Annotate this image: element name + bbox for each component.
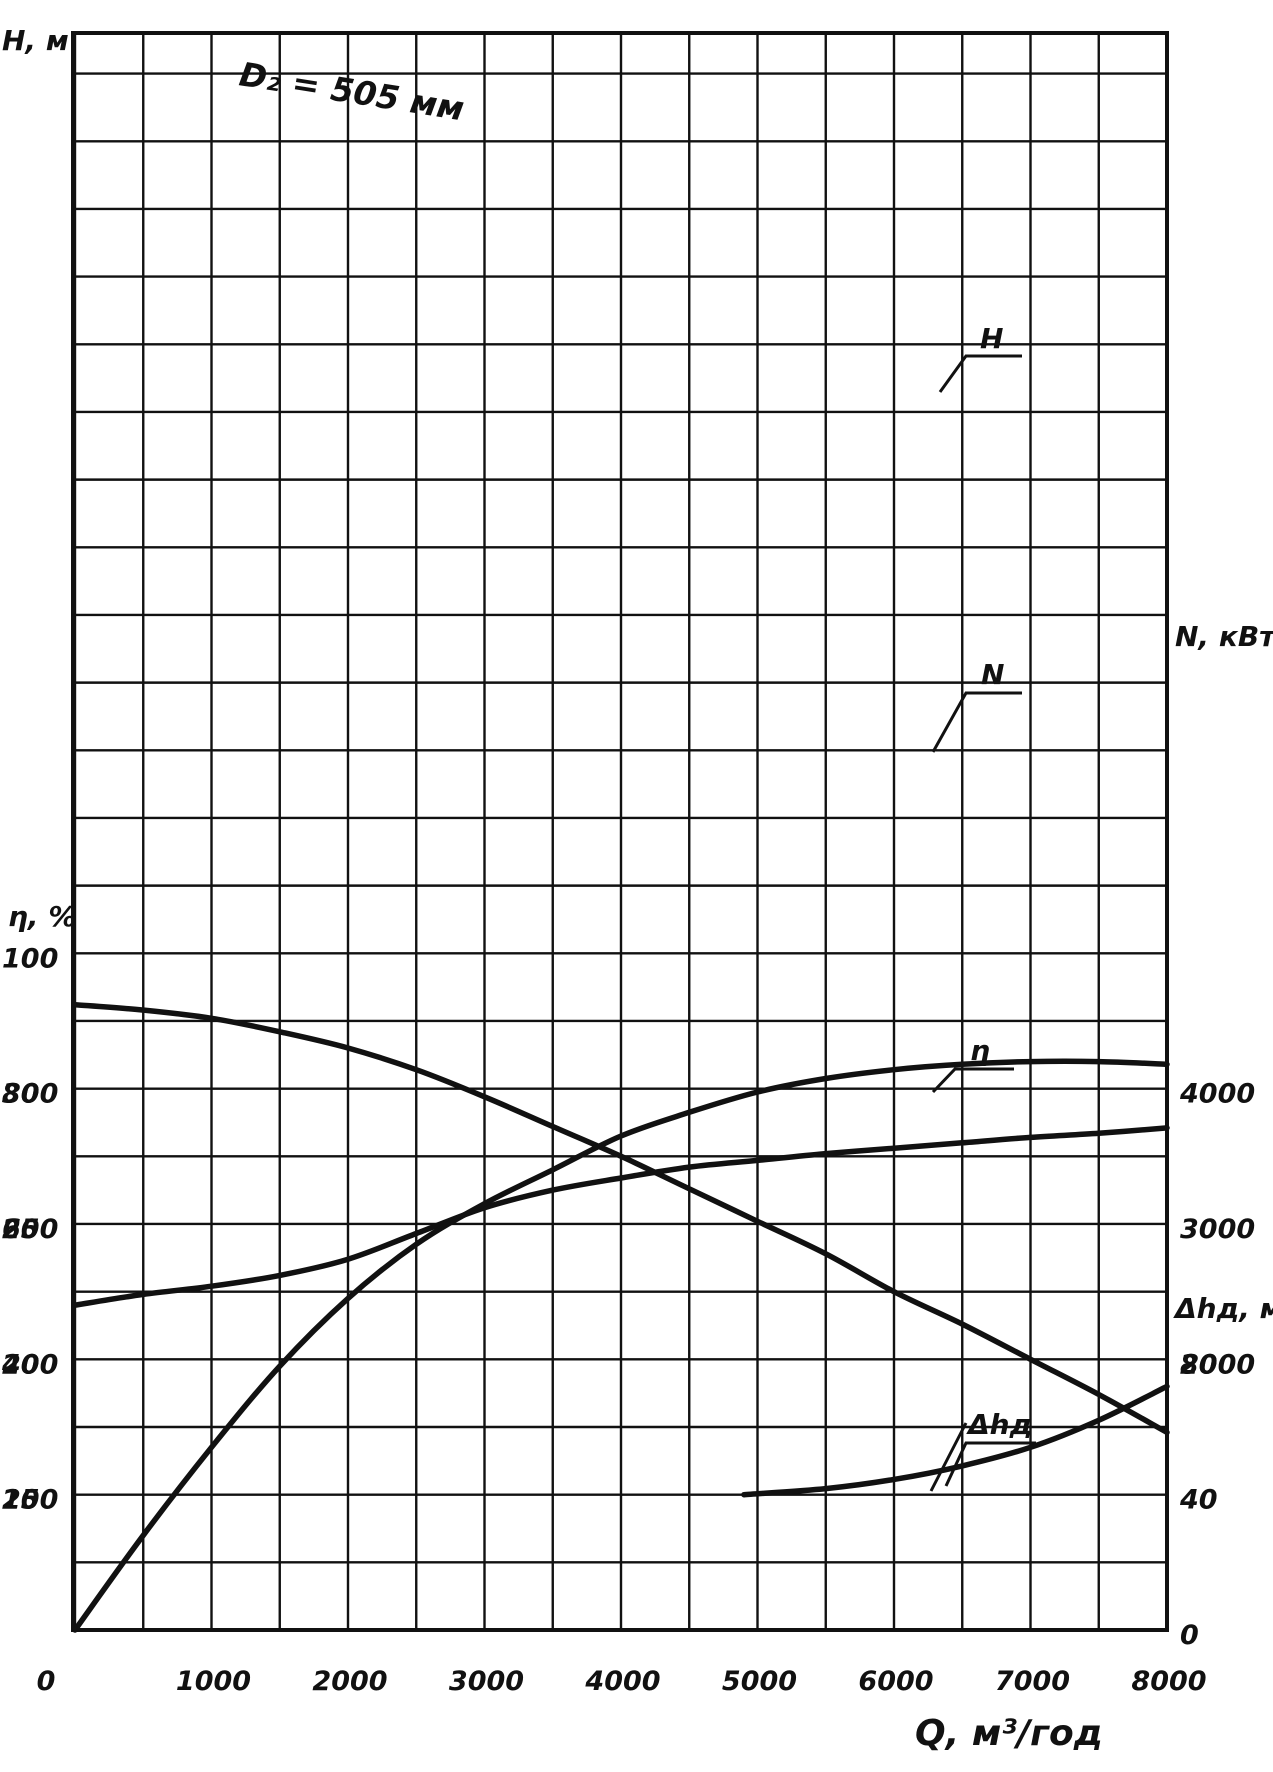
h-tick-label: 250 bbox=[2, 1214, 58, 1245]
eta-curve bbox=[72, 1058, 1170, 1633]
h-series-label: H bbox=[980, 322, 1003, 355]
eta-tick-label: 20 bbox=[2, 1485, 40, 1516]
eta-tick-label: 60 bbox=[2, 1214, 40, 1245]
d2-curve-label: D₂ = 505 мм bbox=[237, 54, 467, 128]
dh-tick-label: 0 bbox=[1180, 1620, 1199, 1651]
eta-tick-label: 40 bbox=[1, 1349, 40, 1380]
tick-labels: 0 1000 2000 3000 4000 5000 6000 7000 80001502002… bbox=[1, 943, 1255, 1697]
n-label-leader bbox=[931, 691, 1022, 753]
x-axis-title: Q, м³/год bbox=[915, 1713, 1103, 1754]
n-axis-title: N, кВт bbox=[1175, 620, 1273, 653]
x-tick-label: 5000 bbox=[722, 1666, 797, 1697]
x-tick-label: 2000 bbox=[312, 1666, 387, 1697]
grid bbox=[73, 33, 1169, 1630]
dh-curve bbox=[741, 1383, 1170, 1498]
n-series-label: N bbox=[981, 658, 1004, 691]
h-axis-title: H, м bbox=[2, 24, 69, 57]
h-curve bbox=[72, 1001, 1170, 1436]
plot-frame bbox=[71, 31, 1169, 1632]
n-tick-label: 3000 bbox=[1180, 1214, 1255, 1245]
h-tick-label: 300 bbox=[2, 1079, 58, 1110]
eta-tick-label: 100 bbox=[2, 943, 58, 974]
eta-tick-label: 80 bbox=[2, 1079, 40, 1110]
x-tick-label: 7000 bbox=[995, 1666, 1070, 1697]
h-tick-label: 150 bbox=[2, 1485, 58, 1516]
n-tick-label: 2000 bbox=[1180, 1349, 1255, 1380]
dh-series-label: Δhд bbox=[966, 1408, 1032, 1441]
x-tick-label: 1000 bbox=[176, 1666, 251, 1697]
eta-label-leader bbox=[931, 1067, 1014, 1094]
x-tick-label: 6000 bbox=[858, 1666, 933, 1697]
curves bbox=[72, 1001, 1170, 1633]
n-curve bbox=[72, 1125, 1170, 1308]
x-tick-label: 0 bbox=[37, 1666, 56, 1697]
dh-tick-label: 40 bbox=[1179, 1485, 1218, 1516]
eta-axis-title: η, % bbox=[8, 900, 76, 933]
x-tick-label: 8000 bbox=[1131, 1666, 1206, 1697]
dh-label-leader bbox=[929, 1422, 1036, 1492]
n-tick-label: 4000 bbox=[1179, 1079, 1255, 1110]
h-tick-label: 200 bbox=[2, 1349, 58, 1380]
eta-series-label: η bbox=[970, 1034, 990, 1067]
dh-axis-title: Δhд, м bbox=[1173, 1292, 1273, 1325]
x-tick-label: 3000 bbox=[449, 1666, 524, 1697]
x-tick-label: 4000 bbox=[584, 1666, 660, 1697]
h-label-leader bbox=[938, 354, 1022, 393]
dh-tick-label: 80 bbox=[1180, 1349, 1218, 1380]
